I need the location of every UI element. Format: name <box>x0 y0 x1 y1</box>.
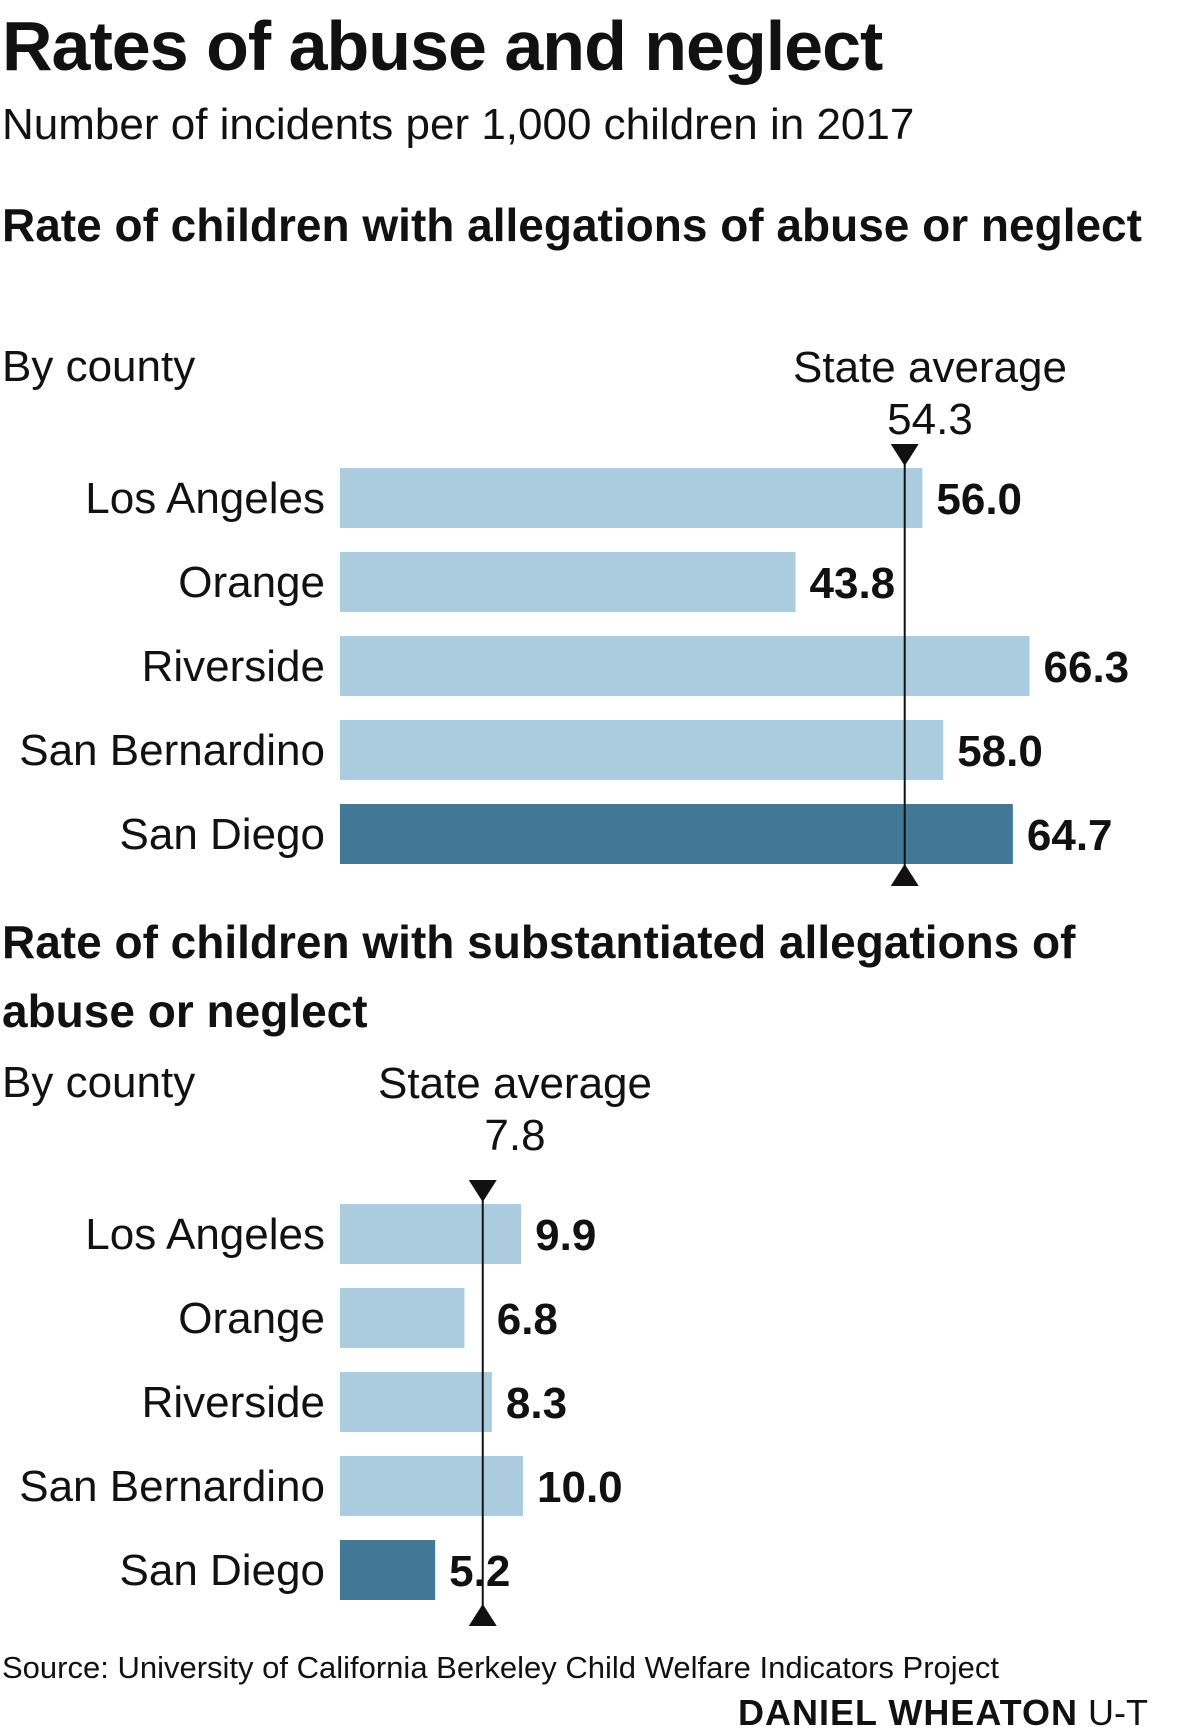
panel-1-category-label: Orange <box>178 558 325 607</box>
panel-2-value-label: 10.0 <box>537 1463 623 1512</box>
credit: DANIEL WHEATON U-T <box>738 1692 1148 1734</box>
panel-2-average-value: 7.8 <box>484 1111 546 1160</box>
panel-1-value-label: 58.0 <box>957 727 1043 776</box>
chart-title: Rates of abuse and neglect <box>2 7 883 85</box>
panel-2-bar <box>340 1540 436 1600</box>
source-note: Source: University of California Berkele… <box>2 1650 999 1685</box>
panel-2-title: Rate of children with substantiated alle… <box>2 916 1076 1037</box>
chart-subtitle: Number of incidents per 1,000 children i… <box>2 100 915 149</box>
panel-2-bar <box>340 1456 523 1516</box>
panel-1-bar <box>340 552 796 612</box>
panel-1-bar <box>340 720 944 780</box>
credit-org: U-T <box>1088 1692 1148 1733</box>
panel-1-bar <box>340 636 1030 696</box>
panel-1-average-label: State average 54.3 <box>760 342 1100 446</box>
panel-1-category-label: San Diego <box>120 810 325 859</box>
panel-2-subtitle: By county <box>2 1058 196 1107</box>
panel-1-category-label: Los Angeles <box>85 474 325 523</box>
panel-1-average-label-text: State average <box>793 343 1067 392</box>
panel-2-value-label: 6.8 <box>497 1295 558 1344</box>
panel-1-value-label: 64.7 <box>1027 811 1113 860</box>
panel-1-bar <box>340 468 923 528</box>
panel-2-bar-chart: Los Angeles 9.9 Orange 6.8 Riverside 8.3 San B… <box>19 1180 623 1626</box>
panel-2-average-marker-top <box>468 1180 497 1202</box>
credit-name: DANIEL WHEATON <box>737 1692 1078 1733</box>
panel-1-category-label: San Bernardino <box>19 726 325 775</box>
panel-2-average-label-text: State average <box>378 1059 652 1108</box>
panel-1-category-label: Riverside <box>142 642 325 691</box>
panel-1-value-label: 56.0 <box>936 475 1022 524</box>
panel-2-category-label: Los Angeles <box>85 1210 325 1259</box>
panel-2-value-label: 8.3 <box>506 1379 567 1428</box>
panel-1-subtitle: By county <box>2 342 196 391</box>
panel-1-bar <box>340 804 1013 864</box>
panel-2-bar <box>340 1204 522 1264</box>
panel-2-average-label: State average 7.8 <box>345 1058 685 1162</box>
panel-2-bar <box>340 1288 465 1348</box>
panel-1-title: Rate of children with allegations of abu… <box>2 199 1142 251</box>
panel-1-average-value: 54.3 <box>887 395 973 444</box>
panel-1-value-label: 66.3 <box>1044 643 1130 692</box>
panel-2-value-label: 9.9 <box>535 1211 596 1260</box>
panel-2-bar <box>340 1372 492 1432</box>
panel-1-average-marker-bottom <box>890 864 919 886</box>
panel-2-average-marker-bottom <box>468 1604 497 1626</box>
panel-2-category-label: San Bernardino <box>19 1462 325 1511</box>
panel-2-value-label: 5.2 <box>449 1547 510 1596</box>
panel-2-category-label: Orange <box>178 1294 325 1343</box>
panel-2-category-label: San Diego <box>120 1546 325 1595</box>
panel-1-average-marker-top <box>890 444 919 466</box>
panel-1-bar-chart: Los Angeles 56.0 Orange 43.8 Riverside 66.3 Sa… <box>19 444 1130 886</box>
panel-1-value-label: 43.8 <box>810 559 896 608</box>
panel-2-category-label: Riverside <box>142 1378 325 1427</box>
